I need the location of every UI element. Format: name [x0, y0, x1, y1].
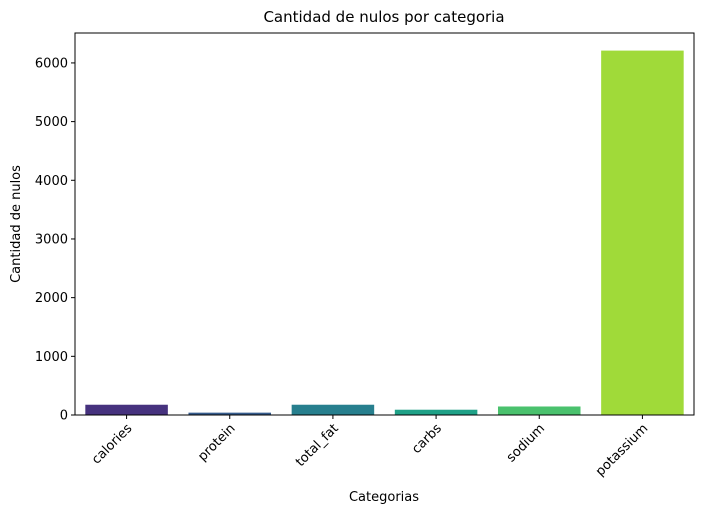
x-tick-label: total_fat [293, 421, 342, 470]
bar-sodium [497, 406, 581, 415]
y-axis-label: Cantidad de nulos [9, 165, 24, 283]
y-tick-label: 0 [60, 409, 68, 424]
bar-carbs [394, 409, 478, 415]
y-tick-label: 4000 [35, 174, 68, 189]
x-axis-label: Categorias [349, 490, 419, 505]
x-tick-label: carbs [409, 421, 445, 457]
y-tick-label: 3000 [35, 232, 68, 247]
y-tick-label: 2000 [35, 291, 68, 306]
bar-protein [188, 412, 272, 415]
x-tick-label: calories [89, 421, 135, 467]
x-tick-label: potassium [593, 421, 651, 479]
x-tick-label: sodium [504, 421, 548, 465]
bar-total_fat [291, 404, 375, 415]
chart-title: Cantidad de nulos por categoria [263, 8, 504, 26]
y-tick-label: 6000 [35, 56, 68, 71]
x-tick-label: protein [195, 421, 238, 464]
y-tick-label: 1000 [35, 350, 68, 365]
bar-potassium [601, 50, 684, 415]
axes-frame [74, 32, 695, 416]
plot-area: 0 1000 2000 3000 4000 5000 6000 calories protein… [35, 32, 695, 479]
bar-calories [85, 404, 168, 415]
y-tick-label: 5000 [35, 115, 68, 130]
